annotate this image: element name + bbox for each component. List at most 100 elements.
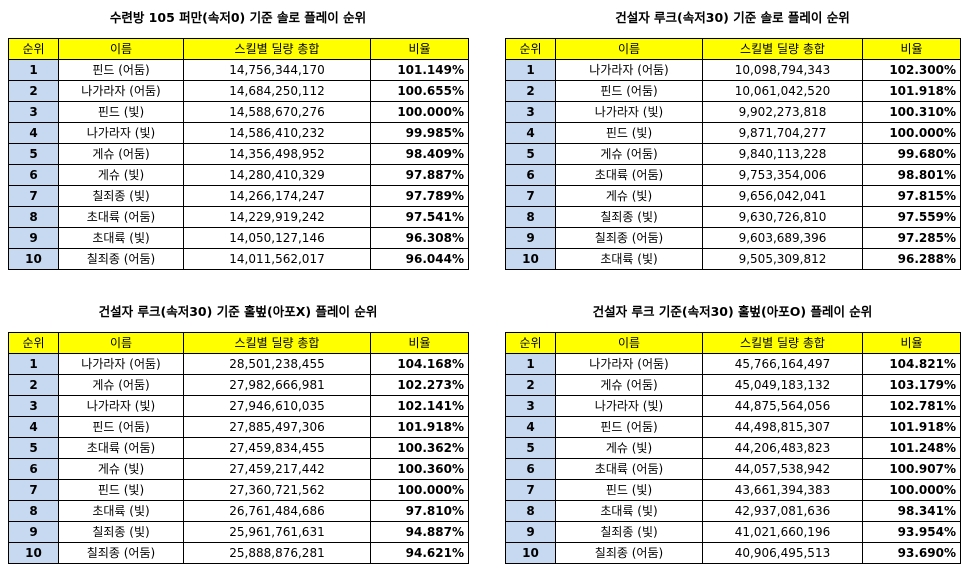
cell-rank: 5 (8, 437, 59, 459)
cell-name: 칠죄종 (빛) (555, 521, 703, 543)
cell-ratio: 101.248% (862, 437, 961, 459)
header-cell: 이름 (555, 332, 703, 354)
cell-total: 9,753,354,006 (702, 164, 863, 186)
table-title: 건설자 루크 기준(속저30) 홀벞(아포O) 플레이 순위 (592, 304, 873, 319)
cell-ratio: 102.141% (370, 395, 469, 417)
cell-rank: 2 (505, 80, 556, 102)
cell-name: 나가라자 (빛) (58, 395, 184, 417)
data-row: 7 핀드 (빛) 43,661,394,383 100.000% (505, 479, 961, 501)
cell-total: 27,360,721,562 (183, 479, 371, 501)
cell-rank: 6 (505, 458, 556, 480)
cell-total: 42,937,081,636 (702, 500, 863, 522)
data-row: 3 나가라자 (빛) 9,902,273,818 100.310% (505, 101, 961, 123)
cell-name: 칠죄종 (어둠) (555, 227, 703, 249)
cell-name: 핀드 (어둠) (555, 416, 703, 438)
ranking-table: 순위 이름 스킬별 딜량 총합 비율 1 핀드 (어둠) 14,756,344,170 101… (8, 38, 469, 270)
cell-name: 초대륙 (어둠) (555, 164, 703, 186)
cell-rank: 4 (8, 122, 59, 144)
header-row: 순위 이름 스킬별 딜량 총합 비율 (8, 332, 469, 354)
cell-total: 44,875,564,056 (702, 395, 863, 417)
cell-name: 칠죄종 (어둠) (58, 542, 184, 564)
cell-rank: 1 (8, 59, 59, 81)
data-row: 8 초대륙 (빛) 42,937,081,636 98.341% (505, 500, 961, 522)
data-row: 1 나가라자 (어둠) 28,501,238,455 104.168% (8, 353, 469, 375)
cell-ratio: 100.310% (862, 101, 961, 123)
cell-rank: 9 (8, 521, 59, 543)
cell-total: 14,684,250,112 (183, 80, 371, 102)
header-row: 순위 이름 스킬별 딜량 총합 비율 (505, 38, 961, 60)
cell-name: 칠죄종 (빛) (58, 185, 184, 207)
data-row: 2 핀드 (어둠) 10,061,042,520 101.918% (505, 80, 961, 102)
cell-ratio: 96.288% (862, 248, 961, 270)
table-title: 건설자 루크(속저30) 기준 솔로 플레이 순위 (615, 10, 850, 25)
cell-ratio: 100.000% (370, 101, 469, 123)
cell-rank: 10 (8, 542, 59, 564)
cell-name: 게슈 (어둠) (555, 374, 703, 396)
cell-total: 14,050,127,146 (183, 227, 371, 249)
data-row: 7 핀드 (빛) 27,360,721,562 100.000% (8, 479, 469, 501)
table-title: 수련방 105 퍼만(속저0) 기준 솔로 플레이 순위 (109, 10, 367, 25)
data-row: 9 칠죄종 (어둠) 9,603,689,396 97.285% (505, 227, 961, 249)
cell-rank: 8 (505, 206, 556, 228)
cell-name: 칠죄종 (빛) (555, 206, 703, 228)
cell-name: 게슈 (어둠) (58, 374, 184, 396)
cell-rank: 2 (8, 374, 59, 396)
cell-name: 핀드 (어둠) (555, 80, 703, 102)
data-row: 10 칠죄종 (어둠) 25,888,876,281 94.621% (8, 542, 469, 564)
cell-name: 나가라자 (어둠) (555, 353, 703, 375)
cell-name: 나가라자 (어둠) (555, 59, 703, 81)
cell-ratio: 100.000% (862, 122, 961, 144)
cell-total: 14,586,410,232 (183, 122, 371, 144)
data-row: 2 나가라자 (어둠) 14,684,250,112 100.655% (8, 80, 469, 102)
cell-rank: 1 (8, 353, 59, 375)
cell-rank: 3 (8, 101, 59, 123)
cell-ratio: 102.273% (370, 374, 469, 396)
ranking-table: 순위 이름 스킬별 딜량 총합 비율 1 나가라자 (어둠) 28,501,238,455 1… (8, 332, 469, 564)
cell-name: 게슈 (빛) (58, 458, 184, 480)
cell-ratio: 99.985% (370, 122, 469, 144)
cell-rank: 10 (8, 248, 59, 270)
cell-ratio: 97.887% (370, 164, 469, 186)
cell-ratio: 101.918% (370, 416, 469, 438)
header-cell: 스킬별 딜량 총합 (702, 38, 863, 60)
header-cell: 스킬별 딜량 총합 (702, 332, 863, 354)
data-row: 1 핀드 (어둠) 14,756,344,170 101.149% (8, 59, 469, 81)
cell-name: 핀드 (어둠) (58, 59, 184, 81)
cell-name: 핀드 (빛) (58, 479, 184, 501)
cell-total: 45,766,164,497 (702, 353, 863, 375)
cell-rank: 4 (8, 416, 59, 438)
cell-ratio: 93.954% (862, 521, 961, 543)
cell-rank: 10 (505, 542, 556, 564)
cell-ratio: 96.308% (370, 227, 469, 249)
cell-total: 40,906,495,513 (702, 542, 863, 564)
data-row: 5 게슈 (어둠) 9,840,113,228 99.680% (505, 143, 961, 165)
cell-ratio: 101.918% (862, 80, 961, 102)
data-row: 8 칠죄종 (빛) 9,630,726,810 97.559% (505, 206, 961, 228)
cell-rank: 3 (505, 395, 556, 417)
cell-total: 14,266,174,247 (183, 185, 371, 207)
data-row: 2 게슈 (어둠) 27,982,666,981 102.273% (8, 374, 469, 396)
cell-ratio: 101.918% (862, 416, 961, 438)
cell-total: 14,756,344,170 (183, 59, 371, 81)
data-row: 10 칠죄종 (어둠) 14,011,562,017 96.044% (8, 248, 469, 270)
cell-rank: 9 (8, 227, 59, 249)
cell-name: 초대륙 (빛) (58, 500, 184, 522)
header-row: 순위 이름 스킬별 딜량 총합 비율 (505, 332, 961, 354)
cell-total: 9,603,689,396 (702, 227, 863, 249)
data-row: 3 나가라자 (빛) 27,946,610,035 102.141% (8, 395, 469, 417)
cell-ratio: 97.559% (862, 206, 961, 228)
cell-ratio: 93.690% (862, 542, 961, 564)
cell-total: 27,459,217,442 (183, 458, 371, 480)
data-row: 6 초대륙 (어둠) 44,057,538,942 100.907% (505, 458, 961, 480)
data-row: 9 칠죄종 (빛) 41,021,660,196 93.954% (505, 521, 961, 543)
cell-total: 25,961,761,631 (183, 521, 371, 543)
cell-rank: 10 (505, 248, 556, 270)
data-row: 6 초대륙 (어둠) 9,753,354,006 98.801% (505, 164, 961, 186)
data-row: 6 게슈 (빛) 14,280,410,329 97.887% (8, 164, 469, 186)
cell-name: 핀드 (빛) (58, 101, 184, 123)
header-cell: 이름 (58, 332, 184, 354)
header-cell: 이름 (58, 38, 184, 60)
cell-rank: 5 (505, 143, 556, 165)
cell-rank: 3 (8, 395, 59, 417)
cell-total: 9,656,042,041 (702, 185, 863, 207)
